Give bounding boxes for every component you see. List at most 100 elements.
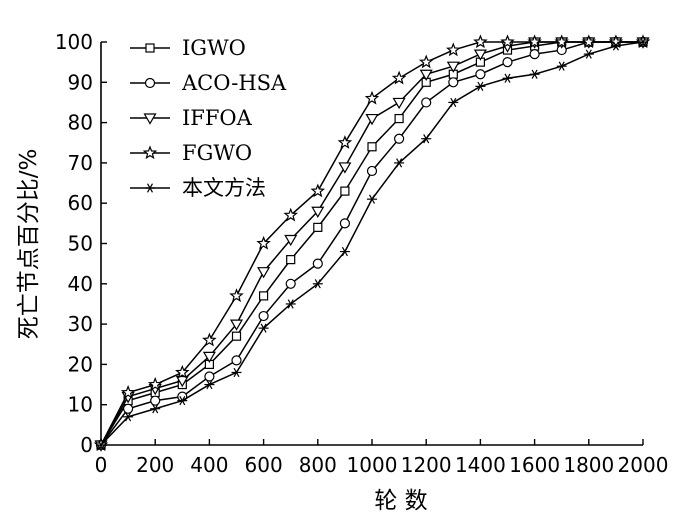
data-point: [475, 69, 486, 80]
data-point: [337, 135, 353, 149]
y-tick-label: 30: [68, 312, 93, 336]
data-point: [529, 48, 540, 60]
data-point: [418, 54, 434, 69]
data-point: [391, 70, 407, 85]
data-point: [259, 291, 269, 301]
data-point: [231, 367, 242, 378]
y-tick-label: 60: [68, 191, 93, 215]
data-point: [581, 34, 597, 49]
data-point: [421, 97, 432, 108]
data-point: [175, 364, 190, 379]
x-tick-label: 200: [136, 453, 174, 477]
x-tick-label: 800: [299, 453, 337, 477]
legend-label: 本文方法: [182, 176, 266, 200]
data-point: [502, 73, 513, 83]
data-point: [448, 97, 459, 108]
legend-entry: IFFOA: [130, 106, 253, 130]
x-tick-label: 1200: [401, 453, 452, 477]
legend-label: IFFOA: [182, 106, 253, 130]
data-point: [638, 37, 648, 47]
data-point: [365, 113, 379, 126]
legend-label: FGWO: [182, 141, 252, 165]
data-point: [554, 34, 569, 49]
data-point: [473, 34, 488, 49]
y-tick-label: 40: [68, 272, 93, 296]
data-point: [367, 142, 377, 152]
data-point: [475, 81, 486, 91]
data-point: [312, 279, 323, 289]
data-point: [258, 323, 269, 333]
legend-marker: [145, 183, 155, 193]
ticks: 0 200 400 600 800 1000 1200 1400 1600 1800 2000 0 10…: [55, 30, 669, 477]
data-point: [394, 113, 404, 124]
data-point: [285, 278, 296, 289]
data-point: [338, 162, 352, 174]
data-point: [257, 267, 271, 279]
data-point: [311, 206, 325, 218]
data-point: [529, 69, 540, 79]
data-point: [150, 395, 161, 406]
x-axis-title: 轮 数: [374, 488, 427, 514]
data-point: [367, 194, 377, 204]
data-point: [610, 41, 621, 51]
data-point: [175, 375, 189, 388]
data-point: [583, 49, 594, 59]
x-tick-label: 400: [190, 453, 228, 477]
legend-marker: [145, 43, 155, 53]
y-tick-label: 80: [68, 111, 93, 135]
data-point: [204, 371, 215, 382]
data-point: [177, 396, 188, 406]
y-tick-label: 50: [68, 232, 93, 256]
data-point: [202, 332, 217, 347]
data-point: [366, 165, 378, 177]
data-point: [229, 288, 244, 303]
data-point: [339, 218, 350, 229]
x-tick-label: 1600: [509, 453, 560, 477]
data-point: [502, 57, 513, 68]
data-point: [147, 376, 163, 391]
data-point: [310, 183, 326, 198]
data-point: [229, 319, 244, 331]
y-tick-label: 90: [68, 70, 93, 94]
series-asterisk: [96, 37, 648, 450]
data-point: [286, 255, 296, 265]
data-point: [123, 403, 134, 414]
data-point: [285, 299, 296, 309]
data-point: [202, 351, 216, 364]
data-point: [556, 61, 567, 71]
x-tick-label: 0: [95, 453, 108, 477]
y-tick-label: 100: [55, 30, 93, 54]
legend-marker: [144, 77, 156, 89]
y-tick-label: 70: [68, 151, 93, 175]
y-tick-label: 20: [68, 352, 93, 376]
data-point: [500, 34, 515, 49]
legend-marker: [143, 113, 157, 125]
legend-entry: IGWO: [130, 36, 246, 60]
data-point: [284, 234, 298, 247]
data-point: [123, 412, 134, 422]
series-layer: [93, 34, 651, 452]
legend-label: ACO-HSA: [181, 71, 287, 95]
data-point: [419, 69, 433, 81]
data-point: [340, 186, 350, 196]
data-point: [394, 133, 405, 144]
legend: IGWO ACO-HSA IFFOA FGWO 本文方法: [130, 36, 287, 200]
y-axis-title: 死亡节点百分比/%: [16, 149, 42, 340]
data-point: [120, 384, 136, 399]
data-point: [527, 34, 542, 49]
data-point: [312, 258, 323, 269]
data-point: [258, 310, 269, 322]
data-point: [608, 34, 624, 49]
legend-label: IGWO: [182, 36, 246, 60]
legend-entry: ACO-HSA: [130, 71, 287, 95]
data-point: [231, 331, 242, 341]
y-tick-label: 10: [68, 393, 93, 417]
data-point: [150, 404, 161, 414]
x-tick-label: 1000: [347, 453, 398, 477]
x-tick-label: 1800: [563, 453, 614, 477]
legend-marker: [142, 145, 158, 160]
data-point: [473, 49, 487, 61]
data-point: [446, 61, 460, 73]
data-point: [392, 97, 406, 110]
